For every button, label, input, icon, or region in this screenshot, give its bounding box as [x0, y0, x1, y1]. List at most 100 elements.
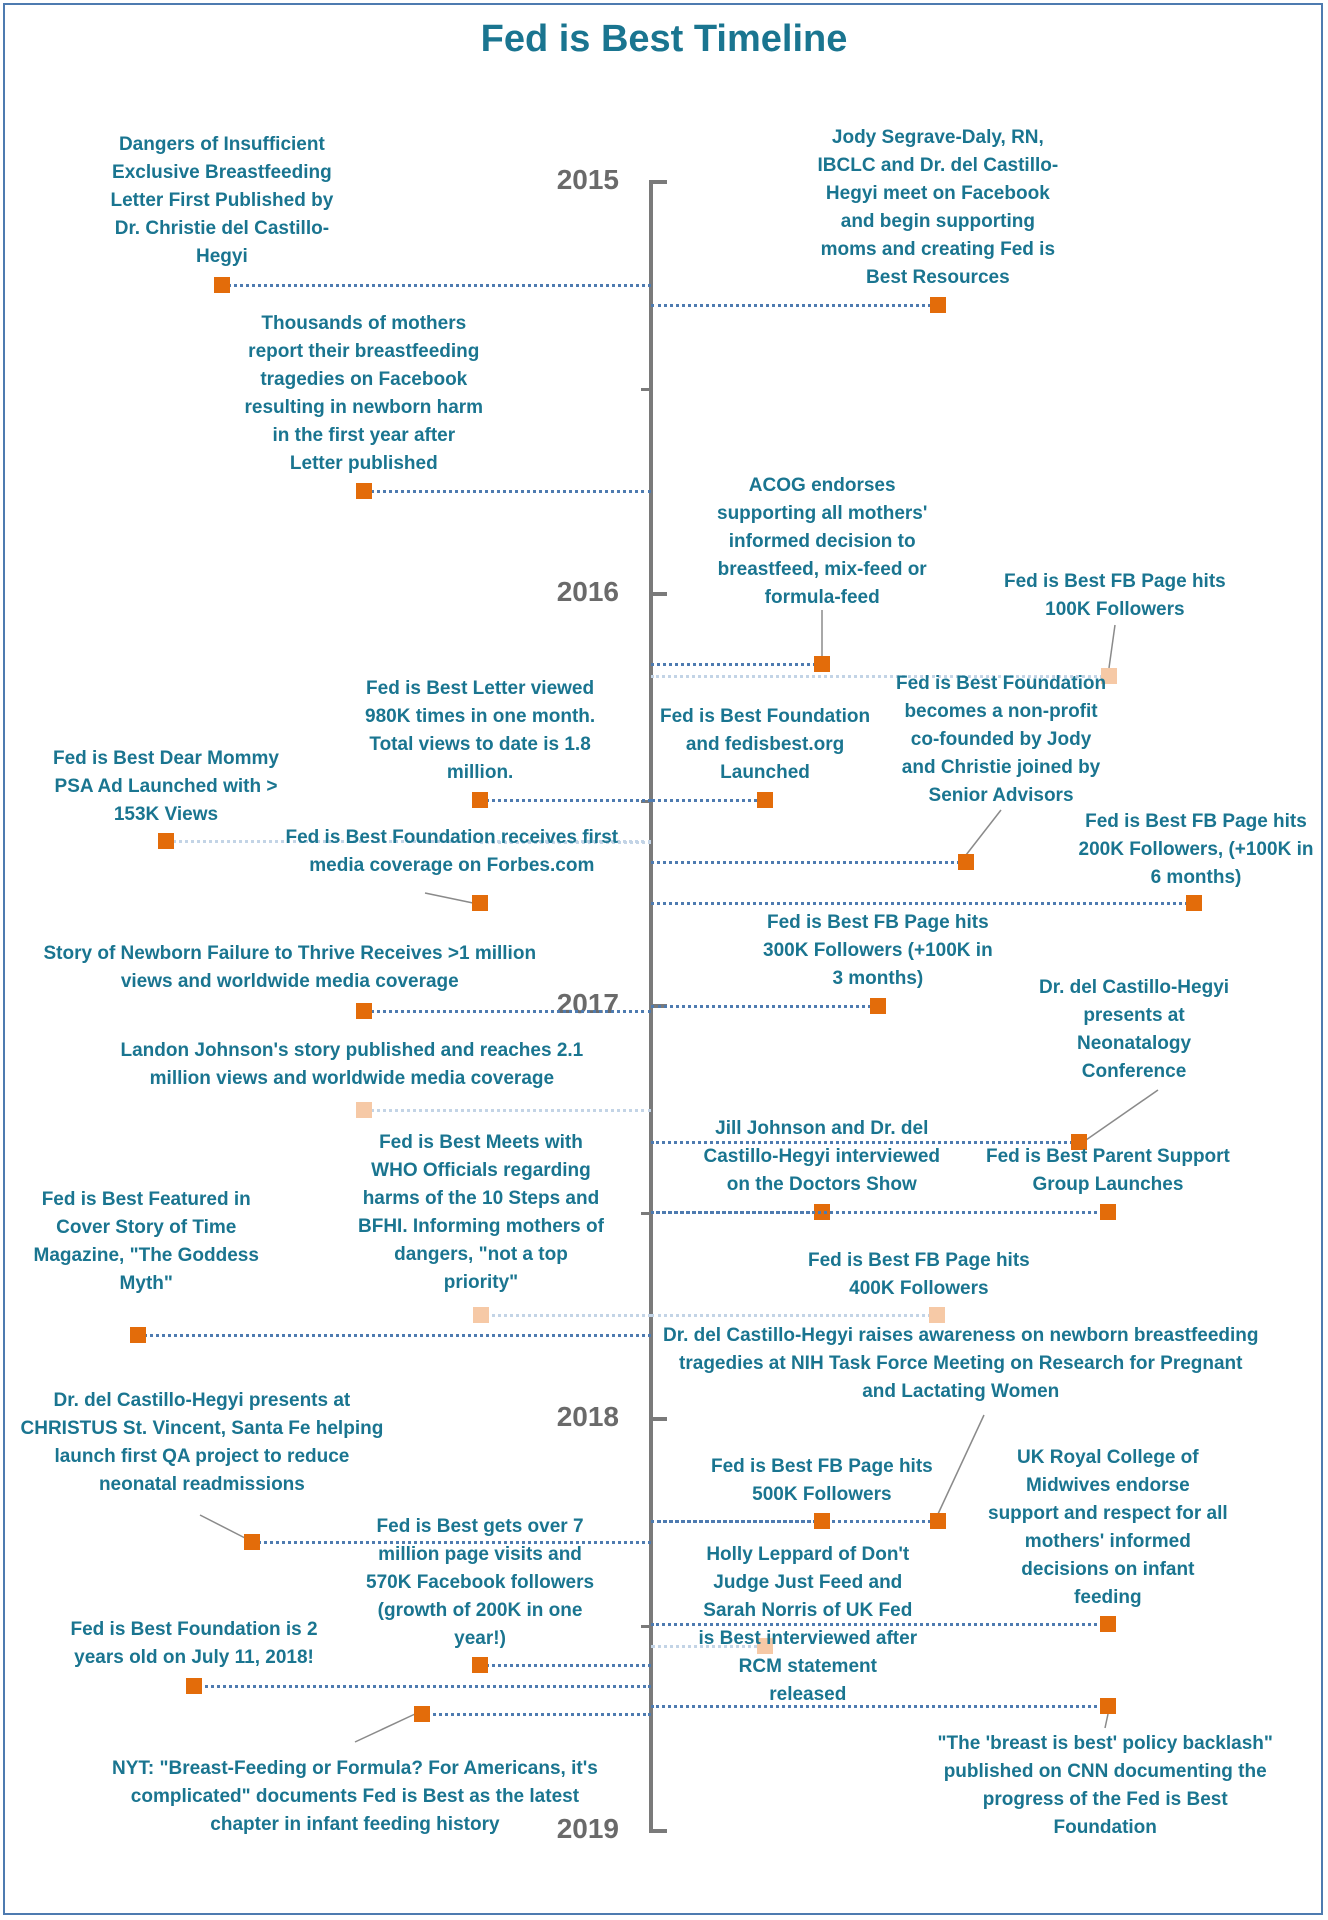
event-marker: [356, 483, 372, 499]
event-connector: [651, 663, 822, 666]
event-connector: [651, 799, 765, 802]
event-marker: [1186, 895, 1202, 911]
event-label-line: Fed is Best FB Page hits: [1085, 811, 1307, 832]
event-label-line: supporting all mothers': [717, 503, 928, 524]
event-label-line: support and respect for all: [988, 1503, 1228, 1524]
event-label-line: complicated" documents Fed is Best as th…: [130, 1786, 580, 1807]
year-tick-2016: [649, 592, 667, 596]
event-label-line: Senior Advisors: [928, 785, 1074, 806]
event-label-line: progress of the Fed is Best: [982, 1789, 1228, 1810]
event-label-line: becomes a non-profit: [904, 701, 1098, 722]
event-label-line: million page visits and: [378, 1544, 582, 1565]
minor-tick: [641, 1212, 651, 1215]
event-marker: [214, 277, 230, 293]
event-marker: [1100, 1204, 1116, 1220]
event-marker: [244, 1534, 260, 1550]
event-label: Fed is Best FB Page hits 400K Followers: [808, 1247, 1030, 1303]
event-label-line: Fed is Best Dear Mommy: [53, 748, 279, 769]
event-connector: [651, 1623, 1108, 1626]
event-label: Fed is Best Parent Support Group Launches: [986, 1143, 1230, 1199]
event-label-line: moms and creating Fed is: [820, 239, 1056, 260]
event-label: Fed is Best FB Page hits 200K Followers, …: [1079, 808, 1314, 892]
event-label-line: 3 months): [832, 968, 924, 989]
event-label-line: informed decision to: [728, 531, 916, 552]
event-leader-line: [199, 1514, 246, 1539]
event-marker: [472, 1657, 488, 1673]
event-label-line: Dr. del Castillo-Hegyi presents at: [53, 1390, 351, 1411]
event-label-line: Exclusive Breastfeeding: [112, 162, 332, 183]
event-marker: [473, 1307, 489, 1323]
event-label-line: Group Launches: [1032, 1174, 1184, 1195]
event-label-line: resulting in newborn harm: [244, 397, 484, 418]
event-connector: [651, 1705, 1108, 1708]
event-label-line: on the Doctors Show: [726, 1174, 917, 1195]
event-label: Thousands of mothers report their breastf…: [245, 310, 484, 478]
event-label: NYT: "Breast-Feeding or Formula? For Ame…: [112, 1755, 598, 1839]
event-marker: [757, 1638, 773, 1654]
event-marker: [186, 1678, 202, 1694]
event-label-line: NYT: "Breast-Feeding or Formula? For Ame…: [112, 1758, 598, 1779]
event-label-line: Fed is Best Foundation is 2: [70, 1619, 318, 1640]
event-label-line: Myth": [119, 1273, 173, 1294]
event-label: Jill Johnson and Dr. del Castillo-Hegyi i…: [704, 1115, 941, 1199]
event-leader-line: [937, 1414, 985, 1515]
year-tick-2015: [649, 180, 667, 184]
event-label-line: chapter in infant feeding history: [210, 1814, 500, 1835]
diagram-frame: [3, 3, 1323, 1915]
event-marker: [130, 1327, 146, 1343]
event-label-line: 200K Followers, (+100K in: [1078, 839, 1314, 860]
event-leader-line: [424, 892, 474, 904]
event-label: ACOG endorses supporting all mothers' info…: [717, 472, 927, 612]
event-label-line: Cover Story of Time: [56, 1217, 237, 1238]
event-label-line: tragedies at NIH Task Force Meeting on R…: [679, 1353, 1243, 1374]
event-marker: [1100, 1698, 1116, 1714]
event-connector: [422, 1713, 651, 1716]
event-leader-line: [1108, 624, 1116, 669]
event-label: Fed is Best Foundation becomes a non-prof…: [896, 670, 1106, 810]
event-label-line: media coverage on Forbes.com: [309, 855, 595, 876]
event-label-line: CHRISTUS St. Vincent, Santa Fe helping: [20, 1418, 384, 1439]
event-label-line: Dangers of Insufficient: [118, 134, 325, 155]
event-label-line: Jody Segrave-Daly, RN,: [831, 127, 1044, 148]
minor-tick: [641, 1625, 651, 1628]
event-label-line: formula-feed: [764, 587, 880, 608]
event-connector: [364, 1010, 651, 1013]
event-label-line: 153K Views: [113, 804, 219, 825]
event-leader-line: [965, 809, 1002, 856]
event-label-line: million views and worldwide media covera…: [149, 1068, 555, 1089]
event-label: Dr. del Castillo-Hegyi presents at Neonata…: [1039, 974, 1229, 1086]
event-label-line: Fed is Best Foundation receives first: [285, 827, 619, 848]
event-connector: [166, 840, 651, 843]
event-marker: [158, 833, 174, 849]
event-label-line: and fedisbest.org: [685, 734, 845, 755]
event-label: Fed is Best Foundation is 2 years old on …: [71, 1616, 318, 1672]
event-marker: [472, 792, 488, 808]
event-connector: [138, 1334, 651, 1337]
event-label-line: Judge Just Feed and: [713, 1572, 903, 1593]
event-label-line: 980K times in one month.: [365, 706, 596, 727]
event-label-line: Dr. del Castillo-Hegyi: [1039, 977, 1230, 998]
year-label-2016: 2016: [556, 576, 619, 607]
event-connector: [480, 799, 651, 802]
event-label: Dangers of Insufficient Exclusive Breastf…: [111, 131, 334, 271]
event-connector: [364, 1109, 651, 1112]
event-connector: [222, 284, 651, 287]
event-label-line: 570K Facebook followers: [366, 1572, 595, 1593]
event-label-line: Holly Leppard of Don't: [706, 1544, 910, 1565]
event-connector: [651, 675, 1109, 678]
event-label: Fed is Best FB Page hits 500K Followers: [711, 1453, 933, 1509]
event-leader-line: [354, 1713, 416, 1743]
event-label-line: "The 'breast is best' policy backlash": [937, 1733, 1273, 1754]
event-marker: [356, 1003, 372, 1019]
event-label-line: WHO Officials regarding: [371, 1160, 591, 1181]
event-label-line: year!): [454, 1628, 506, 1649]
event-label-line: Dr. Christie del Castillo-: [114, 218, 330, 239]
event-label-line: feeding: [1074, 1587, 1142, 1608]
event-label-line: Neonatalogy: [1077, 1033, 1192, 1054]
event-label: Landon Johnson's story published and rea…: [121, 1037, 584, 1093]
event-label-line: Launched: [720, 762, 810, 783]
event-label-line: Castillo-Hegyi interviewed: [703, 1146, 941, 1167]
event-label-line: Hegyi meet on Facebook: [825, 183, 1050, 204]
event-label-line: report their breastfeeding: [248, 341, 480, 362]
event-label-line: views and worldwide media coverage: [120, 971, 459, 992]
